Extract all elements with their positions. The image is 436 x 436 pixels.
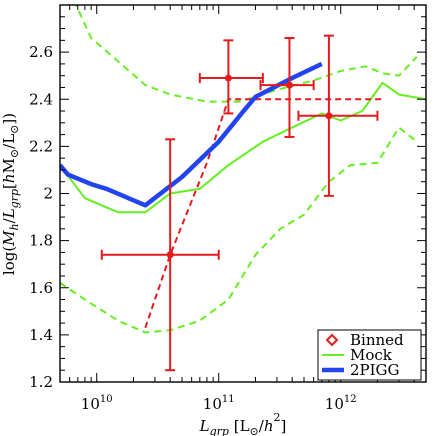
binned-marker: [325, 112, 333, 120]
binned-marker: [224, 74, 232, 82]
legend-diamond-icon: [325, 333, 339, 347]
series-2pigg-line: [60, 61, 323, 208]
x-tick-label: 1012: [325, 394, 357, 413]
y-tick-label: 1.8: [29, 232, 53, 250]
binned-point-1: [100, 138, 220, 372]
legend-label: Binned: [350, 331, 404, 349]
ticks-layer: [59, 4, 427, 383]
y-tick-label: 2.6: [29, 43, 53, 61]
y-tick-label: 2: [43, 185, 53, 203]
x-axis-label: Lgrp [L⊙/h2]: [199, 411, 287, 436]
binned-point-4: [297, 34, 379, 197]
binned-point-2: [198, 39, 264, 115]
series-binned-dashed-line: [144, 98, 383, 329]
binned-point-3: [259, 36, 315, 138]
y-axis-label: log(Mh/Lgrp[hM⊙/L⊙]): [0, 113, 21, 275]
binned-marker: [166, 251, 174, 259]
y-tick-label: 1.2: [29, 373, 53, 391]
y-tick-label: 1.6: [29, 279, 53, 297]
x-tick-label: 1011: [203, 394, 235, 413]
binned-marker: [285, 81, 293, 89]
y-tick-label: 2.4: [29, 90, 53, 108]
series-mock-line: [60, 81, 426, 214]
legend-label: Mock: [350, 346, 393, 364]
series-mock-upper-line: [74, 5, 418, 103]
legend-label: 2PIGG: [350, 361, 400, 379]
y-tick-label: 1.4: [29, 326, 53, 344]
y-tick-label: 2.2: [29, 137, 53, 155]
data-layer: [60, 5, 426, 372]
x-tick-label: 1010: [81, 394, 113, 413]
labels-layer: 1010 1011 1012 1.2 1.4 1.6 1.8 2 2.2 2.4 2.6 Lgrp […: [0, 43, 357, 436]
series-mock-lower-line: [60, 126, 418, 334]
